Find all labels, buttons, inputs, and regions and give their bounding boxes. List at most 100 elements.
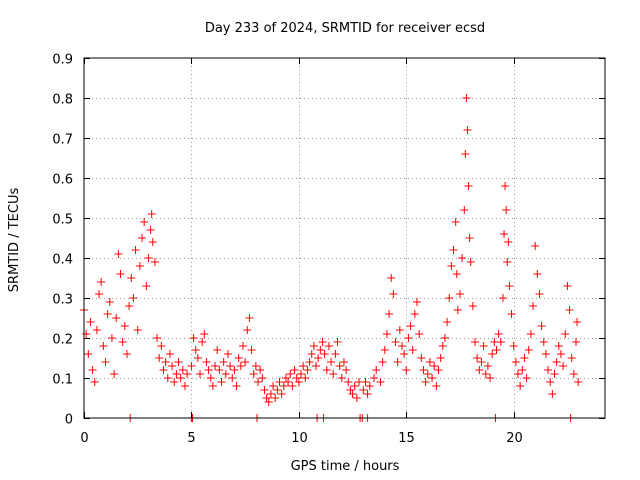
data-point — [170, 378, 179, 386]
data-point — [320, 350, 329, 358]
data-point — [133, 326, 142, 334]
data-point — [571, 338, 580, 346]
x-tick-label: 5 — [187, 431, 195, 446]
data-point — [110, 370, 119, 378]
data-point — [247, 346, 256, 354]
data-point — [333, 338, 342, 346]
axis-ticks: 0 0.1 0.2 0.3 0.4 0.5 0.6 0.7 0.8 0.9 0 5 10 15 20 — [52, 53, 605, 446]
data-point — [376, 378, 385, 386]
data-point — [155, 354, 164, 362]
data-point — [279, 382, 288, 390]
data-point — [339, 358, 348, 366]
data-point — [552, 358, 561, 366]
data-point — [502, 206, 511, 214]
data-point — [458, 254, 467, 262]
plot-frame — [83, 57, 606, 419]
data-point — [505, 282, 514, 290]
data-point — [176, 374, 185, 382]
data-point — [138, 234, 147, 242]
data-point — [228, 374, 237, 382]
data-point — [539, 338, 548, 346]
data-point — [245, 314, 254, 322]
data-point — [477, 358, 486, 366]
data-point — [548, 390, 557, 398]
data-point — [554, 342, 563, 350]
data-point — [183, 370, 192, 378]
data-point — [114, 250, 123, 258]
data-point — [504, 238, 513, 246]
data-point — [378, 358, 387, 366]
data-point — [86, 318, 95, 326]
data-point — [174, 358, 183, 366]
data-point — [129, 294, 138, 302]
y-tick-label: 0.7 — [52, 133, 73, 148]
chart-title: Day 233 of 2024, SRMTID for receiver ecs… — [205, 21, 485, 36]
data-point — [406, 322, 415, 330]
data-point — [344, 378, 353, 386]
data-point — [518, 366, 527, 374]
data-point — [288, 382, 297, 390]
data-point — [440, 334, 449, 342]
data-point — [436, 354, 445, 362]
data-point — [153, 334, 162, 342]
data-point — [423, 370, 432, 378]
data-point — [144, 254, 153, 262]
data-point — [230, 366, 239, 374]
data-point — [430, 362, 439, 370]
data-point — [294, 378, 303, 386]
data-point — [159, 366, 168, 374]
data-point — [204, 366, 213, 374]
data-point — [202, 358, 211, 366]
data-point — [445, 294, 454, 302]
y-tick-label: 0.8 — [52, 93, 73, 108]
data-point — [299, 362, 308, 370]
data-point — [312, 362, 321, 370]
data-point — [434, 366, 443, 374]
data-point — [118, 338, 127, 346]
data-point — [393, 358, 402, 366]
data-point — [529, 302, 538, 310]
grid — [84, 58, 605, 418]
data-point — [193, 354, 202, 362]
data-point — [90, 378, 99, 386]
data-point — [284, 378, 293, 386]
data-point — [92, 326, 101, 334]
data-point — [196, 370, 205, 378]
data-point — [471, 338, 480, 346]
data-point — [479, 342, 488, 350]
data-point — [516, 382, 525, 390]
data-point — [269, 382, 278, 390]
data-point — [337, 374, 346, 382]
data-point — [329, 370, 338, 378]
data-point — [511, 358, 520, 366]
data-point — [281, 374, 290, 382]
data-point — [413, 298, 422, 306]
data-point — [395, 326, 404, 334]
data-point — [404, 334, 413, 342]
data-point — [206, 374, 215, 382]
data-point — [537, 322, 546, 330]
data-point — [410, 310, 419, 318]
data-point — [271, 394, 280, 402]
data-point — [498, 294, 507, 302]
data-point — [465, 234, 474, 242]
data-point — [483, 362, 492, 370]
data-point — [397, 342, 406, 350]
data-point — [309, 342, 318, 350]
data-point — [463, 126, 472, 134]
data-point — [168, 362, 177, 370]
data-point — [163, 374, 172, 382]
data-point — [146, 226, 155, 234]
data-point — [346, 386, 355, 394]
data-point — [370, 374, 379, 382]
data-point — [361, 378, 370, 386]
data-point — [254, 378, 263, 386]
data-point — [142, 282, 151, 290]
data-point — [494, 330, 503, 338]
data-point — [273, 386, 282, 394]
data-point — [365, 382, 374, 390]
data-point — [567, 354, 576, 362]
data-point — [372, 366, 381, 374]
data-point — [569, 370, 578, 378]
data-point — [535, 290, 544, 298]
